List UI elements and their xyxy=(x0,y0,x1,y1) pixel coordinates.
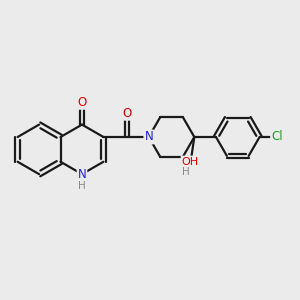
Text: OH: OH xyxy=(182,157,199,166)
Text: H: H xyxy=(78,181,86,191)
Text: N: N xyxy=(144,130,153,143)
Text: N: N xyxy=(78,168,86,181)
Text: Cl: Cl xyxy=(271,130,283,143)
Text: O: O xyxy=(77,96,87,109)
Text: H: H xyxy=(182,167,190,177)
Text: O: O xyxy=(122,107,132,120)
